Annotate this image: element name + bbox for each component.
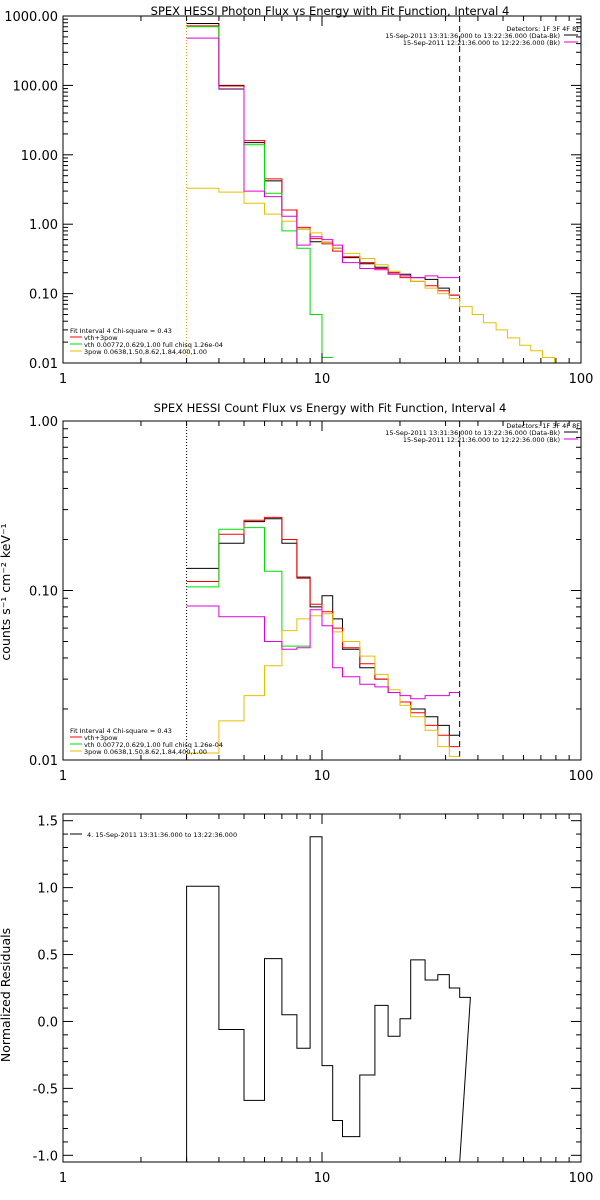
count-flux-legend-right-1: 15-Sep-2011 12:21:36.000 to 12:22:36.000… <box>403 436 560 444</box>
photon-flux-series-vth <box>186 26 333 358</box>
count-flux-axes-frame <box>62 420 582 761</box>
residuals-x-tick-label-2: 100 <box>569 1171 594 1186</box>
photon-flux-x-tick-label-1: 10 <box>314 372 331 387</box>
residuals-x-ticks <box>62 814 570 1162</box>
photon-flux-axes-frame <box>62 15 582 364</box>
residuals-y-tick-label-0: -1.0 <box>33 1149 58 1164</box>
residuals-y-tick-label-2: 0.0 <box>37 1015 58 1030</box>
photon-flux-y-tick-label-3: 10.00 <box>21 149 58 164</box>
residuals-legend-0: 4. 15-Sep-2011 13:31:36.000 to 13:22:36.… <box>87 831 237 839</box>
count-flux-legend-left-3: 3pow 0.0638,1.50,8.62,1.84,400,1.00 <box>84 748 207 756</box>
residuals-panel: Normalized Residuals 1 10 100 -1.0 -0.5 0.0 0.… <box>0 813 594 1186</box>
count-flux-series-vth <box>186 527 311 647</box>
count-flux-x-tick-label-2: 100 <box>569 769 594 784</box>
photon-flux-y-tick-label-5: 1000.00 <box>4 10 58 25</box>
count-flux-title: SPEX HESSI Count Flux vs Energy with Fit… <box>154 401 507 415</box>
photon-flux-plot-area: 1 10 100 0.01 0.10 1.00 10.00 100.00 1000.00 <box>4 10 593 387</box>
photon-flux-legend-left-1: vth+3pow <box>84 334 118 342</box>
residuals-x-tick-label-1: 10 <box>314 1171 331 1186</box>
count-flux-series-3pow <box>186 613 460 757</box>
residuals-y-ticks <box>63 820 581 1156</box>
residuals-series-residuals <box>186 836 471 1162</box>
photon-flux-x-ticks <box>62 16 570 363</box>
count-flux-legend-left-0: Fit Interval 4 Chi-square = 0.43 <box>70 727 172 735</box>
residuals-y-tick-label-4: 1.0 <box>37 882 58 897</box>
residuals-y-axis-label: Normalized Residuals <box>0 928 13 1062</box>
residuals-y-tick-label-5: 1.5 <box>37 815 58 830</box>
residuals-plot-area: 1 10 100 -1.0 -0.5 0.0 0.5 1.0 1.5 <box>33 813 594 1186</box>
photon-flux-legend-right-1: 15-Sep-2011 12:21:36.000 to 12:22:36.000… <box>403 39 560 47</box>
photon-flux-legend-left-2: vth 0.00772,0.629,1.00 full chisq 1.26e-… <box>84 341 223 349</box>
photon-flux-legend-left-0: Fit Interval 4 Chi-square = 0.43 <box>70 327 172 335</box>
photon-flux-series-vth-3pow <box>186 25 460 296</box>
count-flux-y-tick-label-1: 0.10 <box>29 585 58 600</box>
count-flux-x-ticks <box>62 421 570 760</box>
count-flux-legend-right-0: 15-Sep-2011 13:31:36.000 to 13:22:36.000… <box>385 429 560 437</box>
photon-flux-y-tick-label-4: 100.00 <box>13 79 59 94</box>
residuals-y-tick-label-3: 0.5 <box>37 949 58 964</box>
photon-flux-series-bk <box>186 37 460 279</box>
photon-flux-legend-right-0: 15-Sep-2011 13:31:36.000 to 13:22:36.000… <box>385 32 560 40</box>
count-flux-x-tick-label-1: 10 <box>314 769 331 784</box>
photon-flux-x-tick-label-2: 100 <box>569 372 594 387</box>
residuals-y-tick-label-1: -0.5 <box>33 1082 58 1097</box>
residuals-x-tick-label-0: 1 <box>59 1171 67 1186</box>
count-flux-y-ticks <box>63 420 581 761</box>
count-flux-legend-left-1: vth+3pow <box>84 734 118 742</box>
photon-flux-y-tick-label-2: 1.00 <box>29 218 58 233</box>
count-flux-y-axis-label: counts s⁻¹ cm⁻² keV⁻¹ <box>0 523 13 660</box>
photon-flux-series-data-bk <box>186 23 460 296</box>
photon-flux-y-ticks <box>63 15 581 364</box>
photon-flux-x-tick-label-0: 1 <box>59 372 67 387</box>
photon-flux-y-tick-label-0: 0.01 <box>29 357 58 372</box>
count-flux-series-data-bk <box>186 518 460 736</box>
photon-flux-title: SPEX HESSI Photon Flux vs Energy with Fi… <box>151 4 510 18</box>
count-flux-series-bk <box>186 605 460 700</box>
photon-flux-y-tick-label-1: 0.10 <box>29 288 58 303</box>
count-flux-y-tick-label-2: 1.00 <box>29 415 58 430</box>
photon-flux-panel: SPEX HESSI Photon Flux vs Energy with Fi… <box>4 4 593 387</box>
count-flux-panel: SPEX HESSI Count Flux vs Energy with Fit… <box>0 401 593 784</box>
photon-flux-series-3pow <box>186 187 577 363</box>
photon-flux-detectors-label: Detectors: 1F 3F 4F 8F <box>506 25 580 33</box>
count-flux-x-tick-label-0: 1 <box>59 769 67 784</box>
count-flux-detectors-label: Detectors: 1F 3F 4F 8F <box>506 422 580 430</box>
count-flux-series-vth-3pow <box>186 516 460 748</box>
count-flux-legend-left-2: vth 0.00772,0.629,1.00 full chisq 1.26e-… <box>84 741 223 749</box>
photon-flux-legend-left-3: 3pow 0.0638,1.50,8.62,1.84,400,1.00 <box>84 348 207 356</box>
count-flux-y-tick-label-0: 0.01 <box>29 754 58 769</box>
count-flux-plot-area: 1 10 100 0.01 0.10 1.00 <box>29 415 593 784</box>
